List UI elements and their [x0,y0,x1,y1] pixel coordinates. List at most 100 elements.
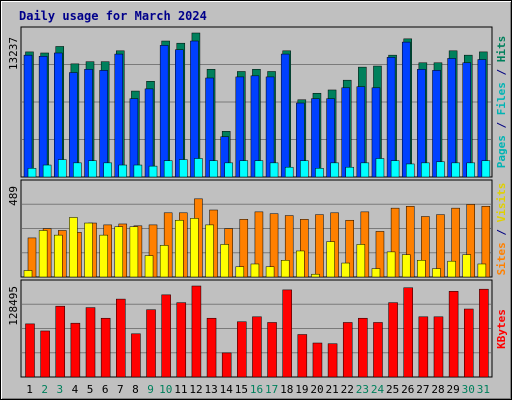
x-tick-label: 8 [132,383,139,396]
files-bar [477,59,487,178]
visits-bar [477,263,487,278]
legend-2: Sites / Visits [495,183,508,276]
visits-bar [69,217,78,278]
kbytes-bar [176,302,187,378]
x-tick-label: 18 [280,383,293,396]
x-tick-label: 24 [371,383,385,396]
x-tick-label: 9 [147,383,154,396]
pages-bar [375,158,385,178]
pages-bar [209,160,218,178]
legend-1: Pages / Files / Hits [495,36,508,169]
kbytes-bar [403,287,413,378]
pages-bar [405,163,415,178]
kbytes-bar [267,322,277,378]
kbytes-bar [252,316,262,378]
kbytes-bar [463,308,474,378]
kbytes-bar [418,316,429,378]
x-tick-label: 11 [174,383,187,396]
kbytes-bar [433,316,444,378]
x-tick-label: 25 [386,383,399,396]
x-tick-label: 21 [326,383,339,396]
visits-bar [250,263,260,278]
pages-bar [58,159,67,178]
legend-entry: Visits [495,183,508,223]
files-bar [54,52,63,178]
kbytes-bar [342,322,353,378]
visits-bar [99,234,108,278]
pages-bar [269,162,279,178]
x-tick-label: 26 [401,383,414,396]
pages-bar [27,168,37,178]
visits-bar [447,260,456,278]
kbytes-bar [358,317,368,378]
kbytes-bar [221,352,232,378]
kbytes-bar [100,317,111,378]
pages-bar [148,165,158,178]
pages-bar [118,164,128,178]
files-bar [38,55,48,178]
legend-3: KBytes [495,309,508,349]
legend-entry: / [495,222,508,242]
visits-bar [190,218,199,278]
x-tick-label: 20 [310,383,323,396]
pages-bar [194,158,203,178]
kbytes-bar [327,343,338,378]
kbytes-bar [131,333,141,378]
x-tick-label: 27 [416,383,429,396]
visits-bar [356,244,366,278]
kbytes-bar [388,302,398,378]
kbytes-bar [70,322,81,378]
pages-bar [421,162,430,178]
kbytes-bar [161,294,171,378]
files-bar [417,69,426,178]
files-bar [175,49,184,178]
y-max-label-3: 128495 [7,286,20,326]
pages-bar [163,160,173,178]
pages-bar [103,162,112,178]
x-tick-label: 6 [102,383,109,396]
x-tick-label: 10 [159,383,172,396]
x-tick-label: 31 [477,383,490,396]
pages-bar [481,160,491,178]
visits-bar [280,260,290,278]
x-tick-label: 2 [41,383,48,396]
files-bar [265,76,275,178]
visits-bar [432,268,441,278]
visits-bar [371,268,381,278]
visits-bar [144,255,154,278]
kbytes-bar [479,288,489,378]
visits-bar [159,245,169,278]
legend-entry: Sites [495,242,508,275]
kbytes-bar [25,323,35,378]
files-bar [386,57,396,178]
files-bar [311,98,320,178]
visits-bar [265,266,275,278]
pages-bar [42,164,52,178]
visits-bar [54,234,63,278]
files-bar [114,53,124,178]
visits-bar [175,219,184,278]
x-tick-label: 7 [117,383,124,396]
legend-entry: Files [495,82,508,115]
legend-entry: / [495,115,508,135]
visits-bar [341,262,350,278]
visits-bar [417,260,426,278]
visits-bar [220,244,229,278]
visits-bar [205,224,214,278]
legend-entry: / [495,62,508,82]
y-max-label-2: 489 [7,186,20,206]
visits-bar [386,251,396,278]
kbytes-bar [55,305,66,378]
x-tick-label: 19 [295,383,308,396]
files-bar [190,40,199,178]
visits-bar [84,222,93,278]
x-tick-label: 13 [204,383,217,396]
kbytes-bar [146,309,156,378]
pages-bar [239,160,249,178]
files-bar [462,62,471,178]
files-bar [401,41,411,178]
kbytes-bar [237,321,247,378]
kbytes-bar [448,291,459,378]
visits-bar [326,241,335,278]
